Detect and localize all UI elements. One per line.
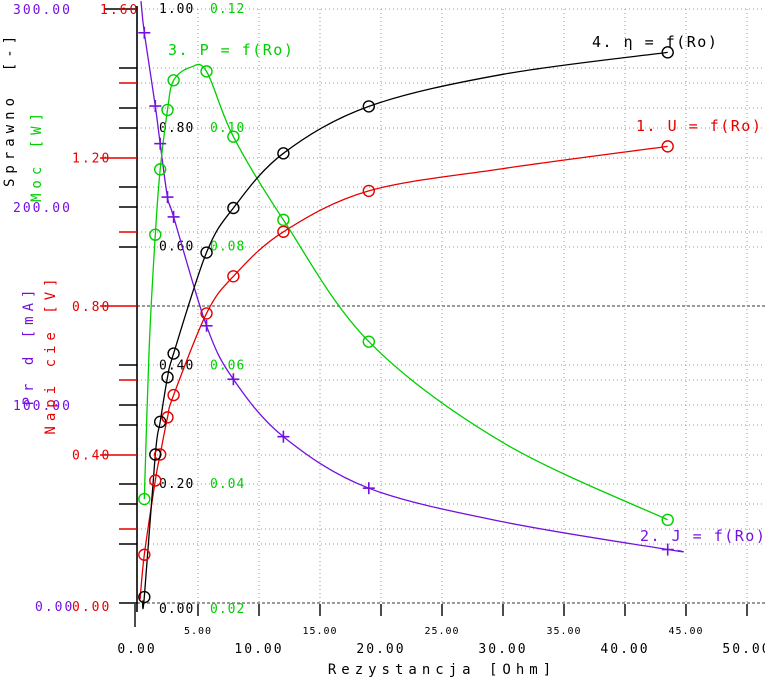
outer-scale-labels: 300.00 200.00 100.00 0.00 1.60 1.20 0.80 0.40 0.… xyxy=(13,3,139,615)
inner-label-eta: 0.60 xyxy=(159,240,194,255)
marker-circle-eta xyxy=(200,246,213,259)
outer-label-prad: 300.00 xyxy=(13,3,72,18)
curve-label-P: 3. P = f(Ro) xyxy=(168,41,294,59)
outer-label-napiecie: 1.60 xyxy=(100,3,139,18)
marker-circle-P xyxy=(200,65,213,78)
curve-label-U: 1. U = f(Ro) xyxy=(636,117,762,135)
marker-circle-U xyxy=(161,411,174,424)
marker-circle-U xyxy=(138,548,151,561)
curve-eta xyxy=(141,51,668,610)
x-tick-label-minor: 45.00 xyxy=(668,626,703,637)
marker-circle-U xyxy=(200,307,213,320)
marker-circle-eta xyxy=(167,347,180,360)
y-axis-title-prad: Pr d [mA] xyxy=(21,285,37,406)
inner-scale-labels: 0.00 0.20 0.40 0.60 0.80 1.00 0.02 0.04 0.06 0.08… xyxy=(159,2,245,617)
outer-label-napiecie: 1.20 xyxy=(72,152,111,167)
inner-label-moc: 0.02 xyxy=(210,602,245,617)
curve-label-eta: 4. η = f(Ro) xyxy=(592,33,718,51)
x-axis-tick-labels: 0.00 10.00 20.00 30.00 40.00 50.00 5.00 15.00 25… xyxy=(117,626,765,657)
marker-circle-U xyxy=(149,474,162,487)
outer-label-prad: 0.00 xyxy=(35,600,74,615)
marker-circle-eta xyxy=(362,100,375,113)
y-axis-unit-sprawnosc: [-] xyxy=(2,31,18,71)
marker-circle-U xyxy=(277,225,290,238)
inner-label-eta: 0.00 xyxy=(159,602,194,617)
marker-circle-eta xyxy=(149,448,162,461)
marker-circle-P xyxy=(153,163,167,176)
marker-circle-eta xyxy=(661,46,674,59)
inner-label-eta: 0.40 xyxy=(159,358,194,373)
outer-label-napiecie: 0.40 xyxy=(72,449,111,464)
x-tick-label-minor: 25.00 xyxy=(424,626,459,637)
marker-circle-P xyxy=(149,228,162,241)
curve-labels: 1. U = f(Ro) 2. J = f(Ro) 3. P = f(Ro) 4. η… xyxy=(168,33,765,545)
x-tick-label-major: 0.00 xyxy=(117,642,156,657)
inner-label-moc: 0.06 xyxy=(210,358,245,373)
data-curves xyxy=(139,1,684,610)
y-axis-title-moc: Moc [W] xyxy=(29,108,45,202)
x-tick-label-minor: 5.00 xyxy=(184,626,212,637)
x-tick-label-minor: 35.00 xyxy=(546,626,581,637)
curve-P xyxy=(143,63,668,521)
outer-label-prad: 200.00 xyxy=(13,201,72,216)
marker-circle-eta xyxy=(227,201,240,215)
x-tick-label-major: 20.00 xyxy=(356,642,405,657)
marker-circle-U xyxy=(153,448,167,461)
y-axis-title-sprawnosc: Sprawno xyxy=(2,93,18,187)
x-axis-title: Rezystancja [Ohm] xyxy=(328,662,556,678)
marker-circle-P xyxy=(161,103,174,117)
marker-circle-eta xyxy=(277,147,290,160)
marker-circle-eta xyxy=(161,371,174,384)
x-tick-label-major: 30.00 xyxy=(478,642,527,657)
marker-circle-P xyxy=(138,492,151,506)
x-tick-label-major: 10.00 xyxy=(234,642,283,657)
marker-circle-eta xyxy=(153,415,167,429)
inner-label-moc: 0.04 xyxy=(210,477,245,492)
outer-label-napiecie: 0.80 xyxy=(72,300,111,315)
curve-label-J: 2. J = f(Ro) xyxy=(640,527,765,545)
curve-J xyxy=(140,1,684,553)
vertical-gridlines xyxy=(197,9,748,603)
outer-label-prad: 100.00 xyxy=(13,399,72,414)
marker-circle-P xyxy=(661,513,674,527)
inner-label-eta: 0.80 xyxy=(159,121,194,136)
inner-label-moc: 0.12 xyxy=(210,2,245,17)
marker-circle-U xyxy=(661,140,674,153)
x-tick-label-major: 50.00 xyxy=(722,642,765,657)
marker-circle-P xyxy=(277,213,290,227)
inner-label-eta: 1.00 xyxy=(159,2,194,17)
data-point-markers xyxy=(138,26,674,604)
inner-label-eta: 0.20 xyxy=(159,477,194,492)
x-tick-label-minor: 15.00 xyxy=(302,626,337,637)
marker-circle-U xyxy=(362,184,375,198)
marker-circle-U xyxy=(167,388,180,402)
inner-label-moc: 0.08 xyxy=(210,240,245,255)
horizontal-gridlines xyxy=(137,8,765,604)
x-tick-label-major: 40.00 xyxy=(600,642,649,657)
y-axis-title-napiecie: Napi cie [V] xyxy=(43,273,59,434)
marker-circle-P xyxy=(167,74,180,87)
marker-circle-eta xyxy=(138,590,151,604)
curve-U xyxy=(139,145,668,600)
marker-circle-P xyxy=(227,130,240,143)
marker-circle-U xyxy=(227,270,240,283)
axis-lines-and-ticks xyxy=(100,6,748,627)
marker-circle-P xyxy=(362,335,375,348)
outer-label-napiecie: 0.00 xyxy=(72,600,111,615)
